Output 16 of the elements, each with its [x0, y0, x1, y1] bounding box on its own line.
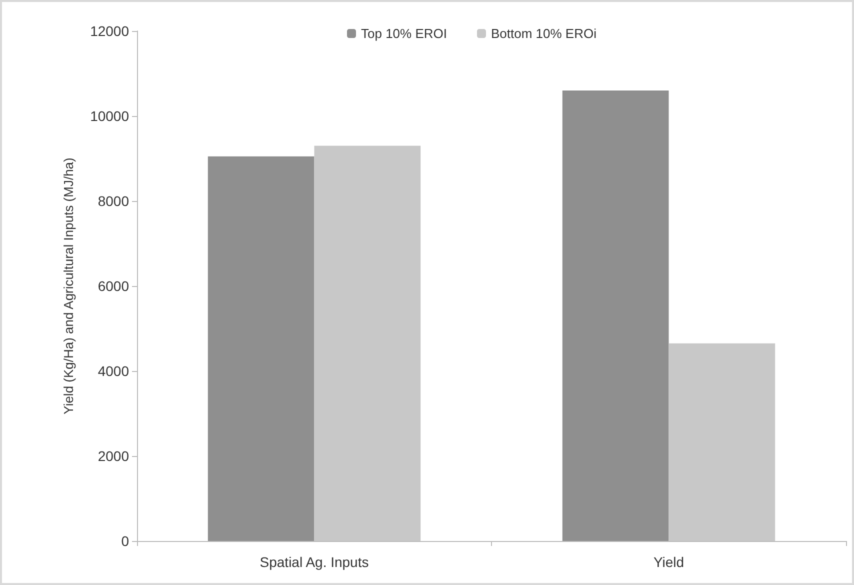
x-tick-label: Spatial Ag. Inputs: [260, 554, 369, 570]
y-axis-title: Yield (Kg/Ha) and Agricultural Inputs (MJ/ha): [61, 158, 76, 414]
bar: [208, 156, 314, 541]
legend-label: Top 10% EROI: [361, 26, 447, 41]
y-tick-label: 8000: [98, 193, 130, 209]
y-tick-label: 12000: [90, 23, 130, 39]
legend-label: Bottom 10% EROi: [490, 26, 597, 41]
bar: [668, 343, 776, 541]
y-tick-label: 0: [121, 533, 130, 549]
y-tick-label: 4000: [98, 363, 130, 379]
bar: [562, 90, 669, 541]
x-tick-label: Yield: [653, 554, 684, 570]
y-tick-label: 6000: [98, 278, 130, 294]
bar: [314, 146, 421, 541]
y-tick-label: 2000: [98, 448, 130, 464]
y-tick-label: 10000: [90, 108, 130, 124]
